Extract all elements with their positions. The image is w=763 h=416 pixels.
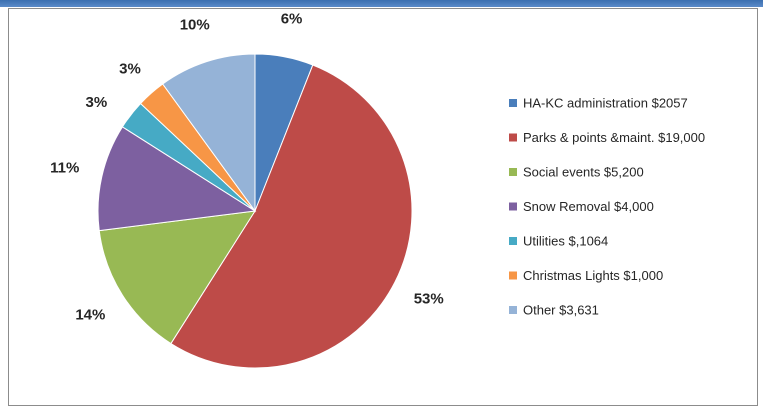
- percent-label-2: 53%: [414, 290, 444, 307]
- percent-label-6: 3%: [119, 61, 141, 78]
- legend-swatch-5: [509, 237, 517, 245]
- legend-swatch-6: [509, 271, 517, 280]
- legend-label-6: Christmas Lights $1,000: [523, 268, 663, 283]
- pie-percent-labels: 6% 53% 14% 11% 3% 3% 10%: [50, 10, 444, 323]
- pie-slice-7: [162, 53, 256, 213]
- percent-label-1: 6%: [281, 10, 303, 27]
- percent-label-5: 3%: [86, 94, 108, 111]
- legend-swatch-7: [509, 306, 517, 314]
- legend-swatch-4: [509, 202, 517, 211]
- legend-label-2: Parks & points &maint. $19,000: [523, 130, 705, 145]
- legend-label-3: Social events $5,200: [523, 164, 644, 179]
- legend-swatch-1: [509, 99, 517, 107]
- pie-slice-3: [98, 210, 256, 345]
- window-top-edge: [0, 0, 763, 7]
- legend: HA-KC administration $2057 Parks & points…: [509, 95, 705, 317]
- percent-label-4: 11%: [50, 159, 79, 176]
- legend-label-1: HA-KC administration $2057: [523, 95, 688, 110]
- legend-label-4: Snow Removal $4,000: [523, 199, 654, 214]
- legend-swatch-2: [509, 133, 517, 142]
- pie-slice-4: [97, 126, 257, 232]
- percent-label-3: 14%: [75, 306, 105, 323]
- legend-swatch-3: [509, 168, 517, 176]
- pie-slice-2: [170, 64, 413, 369]
- legend-label-7: Other $3,631: [523, 302, 599, 317]
- legend-label-5: Utilities $,1064: [523, 233, 608, 248]
- percent-label-7: 10%: [180, 17, 210, 34]
- pie-slices: [97, 53, 413, 369]
